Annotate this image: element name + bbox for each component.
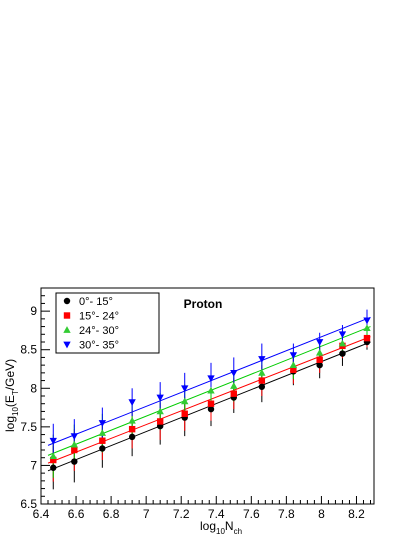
x-tick-label: 7 <box>143 507 150 521</box>
series-1-point <box>128 433 136 441</box>
y-tick-label: 7 <box>30 458 37 472</box>
series-3-point <box>230 382 238 389</box>
series-2-point <box>363 334 371 342</box>
series-1-point <box>99 445 106 452</box>
series-4-point <box>98 420 107 427</box>
y-tick-label: 8 <box>30 381 37 395</box>
series-1-point <box>316 361 323 369</box>
x-axis-title-main: log <box>200 519 216 533</box>
x-axis-title: log10Nch <box>200 519 242 536</box>
legend-label-1: 0°- 15° <box>79 296 113 308</box>
series-4-point <box>258 356 266 363</box>
series-3-point <box>207 386 215 394</box>
axes: 6.4 6.6 6.8 7 7.2 7.4 7.6 7.8 8 8.2 6.5 7 7.5 8 8.5 9 <box>20 287 371 521</box>
y-axis-title-mid: (E <box>3 395 17 407</box>
series-3-point <box>98 429 107 436</box>
series-2-point <box>50 456 57 464</box>
series-2-point <box>156 418 164 425</box>
x-axis-title-sub: 10 <box>216 527 225 536</box>
series-4-point <box>49 437 57 445</box>
legend-marker-4 <box>63 341 71 349</box>
series-1-point <box>207 405 215 413</box>
series-4-point <box>181 385 189 393</box>
series-2-point <box>258 377 266 384</box>
x-tick-label: 6.4 <box>33 507 50 521</box>
series-2-point <box>316 356 323 363</box>
series-4-point <box>338 331 347 339</box>
legend: 0°- 15° 15°- 24° 24°- 30° 30°- 35° <box>55 292 160 354</box>
series-3-point <box>289 361 298 369</box>
x-axis-title-tail: N <box>225 519 234 533</box>
series-4-point <box>156 394 164 402</box>
x-axis-title-tail-sub: ch <box>234 527 242 536</box>
series-1-point <box>50 464 57 471</box>
series-4-point <box>230 369 238 377</box>
series-4-point <box>315 339 324 346</box>
series-4-point <box>207 375 215 383</box>
legend-label-2: 15°- 24° <box>79 311 119 323</box>
y-axis-title-tail: /GeV) <box>3 359 17 390</box>
x-tick-label: 7.4 <box>208 507 225 521</box>
y-tick-label: 7.5 <box>20 420 37 434</box>
series-1-point <box>71 458 78 465</box>
series-2-point <box>290 366 297 373</box>
plot-title: Proton <box>184 297 223 311</box>
x-tick-label: 6.6 <box>68 507 85 521</box>
y-axis-title: log10(ET/GeV) <box>3 359 20 432</box>
series-3-point <box>128 416 136 424</box>
data-markers <box>49 317 371 471</box>
y-axis-title-mid-sub: T <box>11 390 20 395</box>
series-1-point <box>258 383 266 390</box>
series-2-point <box>181 410 188 417</box>
legend-label-4: 30°- 35° <box>79 340 119 352</box>
series-2-point <box>71 446 78 454</box>
x-tick-label: 7.6 <box>243 507 260 521</box>
y-axis-title-sub: 10 <box>11 407 20 416</box>
series-4-point <box>128 399 136 407</box>
series-3-point <box>315 348 324 356</box>
legend-box <box>55 292 160 354</box>
series-4-point <box>289 352 298 359</box>
series-4-point <box>70 433 78 440</box>
y-tick-label: 9 <box>30 304 37 318</box>
series-1-point <box>339 350 346 357</box>
y-tick-label: 8.5 <box>20 343 37 357</box>
y-axis-title-main: log <box>3 416 17 432</box>
legend-marker-2 <box>63 312 71 319</box>
x-tick-label: 7.8 <box>278 507 295 521</box>
x-tick-label: 8 <box>318 507 325 521</box>
x-tick-label: 7.2 <box>173 507 190 521</box>
series-3-point <box>338 339 347 347</box>
series-3-point <box>70 440 78 448</box>
legend-label-3: 24°- 30° <box>79 325 119 337</box>
series-3-point <box>49 452 57 460</box>
series-2-point <box>207 400 215 407</box>
x-tick-label: 8.2 <box>348 507 365 521</box>
series-3-point <box>156 407 164 415</box>
legend-marker-1 <box>63 297 71 305</box>
series-4-point <box>363 317 371 325</box>
y-tick-label: 6.5 <box>20 497 37 511</box>
series-2-point <box>128 425 136 433</box>
x-tick-label: 6.8 <box>103 507 120 521</box>
series-3-point <box>258 369 266 376</box>
legend-marker-3 <box>63 326 71 333</box>
series-2-point <box>230 390 237 397</box>
series-3-point <box>363 324 371 331</box>
series-2-point <box>99 437 106 444</box>
series-3-point <box>181 397 189 405</box>
